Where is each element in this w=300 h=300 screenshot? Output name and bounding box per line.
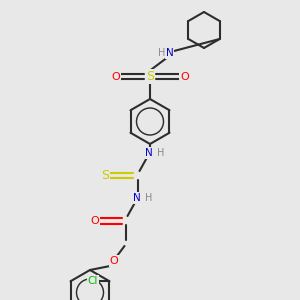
Text: S: S (101, 169, 109, 182)
Text: N: N (145, 148, 152, 158)
Text: H: H (145, 193, 152, 203)
Text: H: H (157, 148, 164, 158)
Text: N: N (166, 47, 173, 58)
Text: H: H (158, 47, 166, 58)
Text: S: S (146, 70, 154, 83)
Text: O: O (90, 215, 99, 226)
Text: O: O (180, 71, 189, 82)
Text: Cl: Cl (88, 276, 98, 286)
Text: O: O (111, 71, 120, 82)
Text: O: O (110, 256, 118, 266)
Text: N: N (133, 193, 140, 203)
